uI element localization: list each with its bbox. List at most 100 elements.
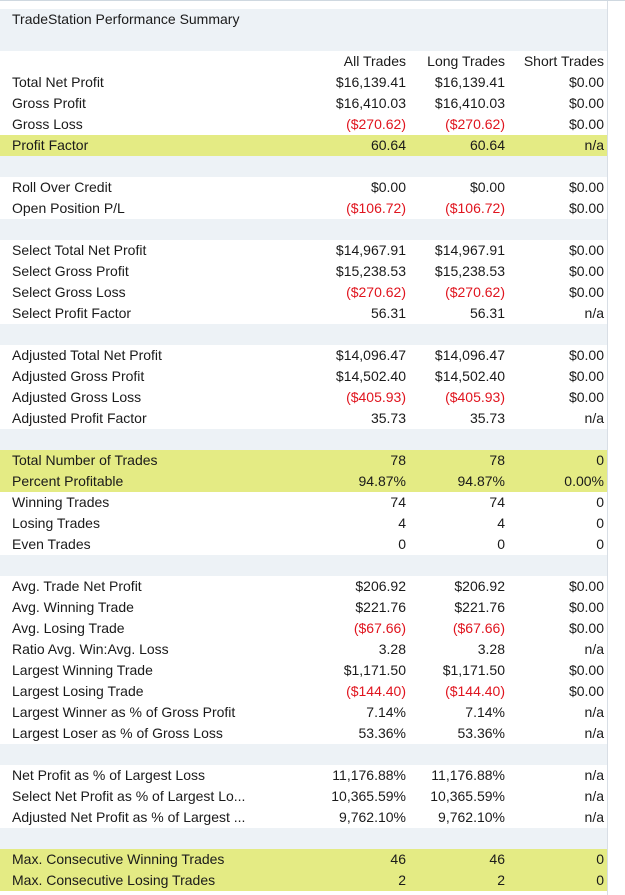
value-short-trades: $0.00: [568, 620, 604, 636]
metric-row-largest-loser-as-of-gross-loss[interactable]: Largest Loser as % of Gross Loss 53.36% 53…: [0, 723, 625, 744]
value-all-trades: $221.76: [355, 599, 406, 615]
metric-row-even-trades[interactable]: Even Trades 0 0 0: [0, 534, 625, 555]
metric-label: Largest Losing Trade: [12, 683, 144, 699]
metric-label: Adjusted Gross Loss: [12, 389, 142, 405]
column-header-all-trades[interactable]: All Trades: [343, 53, 406, 69]
metric-row-largest-winning-trade[interactable]: Largest Winning Trade $1,171.50 $1,171.50 $…: [0, 660, 625, 681]
value-long-trades: ($144.40): [445, 683, 505, 699]
value-short-trades: $0.00: [568, 683, 604, 699]
label-column-header: [0, 51, 310, 72]
section-spacer-row: [0, 555, 625, 576]
value-long-trades: $0.00: [469, 179, 505, 195]
value-long-trades: $14,502.40: [434, 368, 505, 384]
column-header-row: All Trades Long Trades Short Trades: [0, 51, 625, 72]
metric-row-max-consecutive-winning-trades[interactable]: Max. Consecutive Winning Trades 46 46 0: [0, 849, 625, 870]
report-title: TradeStation Performance Summary: [12, 11, 240, 27]
column-header-long-trades[interactable]: Long Trades: [427, 53, 505, 69]
metric-row-avg-winning-trade[interactable]: Avg. Winning Trade $221.76 $221.76 $0.00: [0, 597, 625, 618]
value-all-trades: 11,176.88%: [332, 767, 406, 783]
value-short-trades: $0.00: [568, 578, 604, 594]
value-all-trades: 53.36%: [358, 725, 406, 741]
value-all-trades: 94.87%: [358, 473, 406, 489]
value-all-trades: $16,139.41: [335, 74, 406, 90]
metric-label: Losing Trades: [12, 515, 100, 531]
metric-row-adjusted-profit-factor[interactable]: Adjusted Profit Factor 35.73 35.73 n/a: [0, 408, 625, 429]
metric-row-gross-profit[interactable]: Gross Profit $16,410.03 $16,410.03 $0.00: [0, 93, 625, 114]
value-long-trades: 53.36%: [457, 725, 505, 741]
value-short-trades: $0.00: [568, 116, 604, 132]
value-all-trades: $0.00: [370, 179, 406, 195]
metric-label: Select Net Profit as % of Largest Lo...: [12, 788, 246, 804]
section-spacer-row: [0, 744, 625, 765]
title-cell-long: [409, 9, 508, 30]
metric-row-open-position-p-l[interactable]: Open Position P/L ($106.72) ($106.72) $0.00: [0, 198, 625, 219]
value-long-trades: $16,139.41: [434, 74, 505, 90]
metric-row-select-net-profit-as-of-largest-lo[interactable]: Select Net Profit as % of Largest Lo... 1…: [0, 786, 625, 807]
metric-row-select-gross-profit[interactable]: Select Gross Profit $15,238.53 $15,238.53 $…: [0, 261, 625, 282]
metric-label: Profit Factor: [12, 137, 89, 153]
metric-label: Avg. Trade Net Profit: [12, 578, 142, 594]
metric-row-adjusted-gross-profit[interactable]: Adjusted Gross Profit $14,502.40 $14,502.4…: [0, 366, 625, 387]
metric-row-total-net-profit[interactable]: Total Net Profit $16,139.41 $16,139.41 $0.0…: [0, 72, 625, 93]
metric-row-select-gross-loss[interactable]: Select Gross Loss ($270.62) ($270.62) $0.00: [0, 282, 625, 303]
value-short-trades: n/a: [584, 725, 604, 741]
metric-row-select-total-net-profit[interactable]: Select Total Net Profit $14,967.91 $14,967…: [0, 240, 625, 261]
value-long-trades: 9,762.10%: [438, 809, 505, 825]
metric-label: Adjusted Profit Factor: [12, 410, 147, 426]
value-long-trades: 56.31: [469, 305, 505, 321]
metric-row-adjusted-net-profit-as-of-largest[interactable]: Adjusted Net Profit as % of Largest ... 9…: [0, 807, 625, 828]
metric-row-losing-trades[interactable]: Losing Trades 4 4 0: [0, 513, 625, 534]
value-long-trades: $206.92: [454, 578, 505, 594]
metric-row-percent-profitable[interactable]: Percent Profitable 94.87% 94.87% 0.00%: [0, 471, 625, 492]
metric-row-avg-trade-net-profit[interactable]: Avg. Trade Net Profit $206.92 $206.92 $0.00: [0, 576, 625, 597]
value-short-trades: n/a: [584, 305, 604, 321]
metric-row-profit-factor[interactable]: Profit Factor 60.64 60.64 n/a: [0, 135, 625, 156]
title-cell-all: [310, 9, 409, 30]
column-header-short-trades[interactable]: Short Trades: [523, 53, 604, 69]
value-long-trades: 78: [489, 452, 505, 468]
metric-row-select-profit-factor[interactable]: Select Profit Factor 56.31 56.31 n/a: [0, 303, 625, 324]
value-short-trades: 0: [596, 494, 604, 510]
metric-row-adjusted-total-net-profit[interactable]: Adjusted Total Net Profit $14,096.47 $14,0…: [0, 345, 625, 366]
value-short-trades: 0.00%: [564, 473, 604, 489]
value-long-trades: 2: [497, 872, 505, 888]
value-short-trades: $0.00: [568, 347, 604, 363]
value-all-trades: ($270.62): [346, 284, 406, 300]
value-long-trades: 4: [497, 515, 505, 531]
metric-row-largest-losing-trade[interactable]: Largest Losing Trade ($144.40) ($144.40) $0…: [0, 681, 625, 702]
metric-row-total-number-of-trades[interactable]: Total Number of Trades 78 78 0: [0, 450, 625, 471]
metric-label: Total Net Profit: [12, 74, 104, 90]
metric-label: Ratio Avg. Win:Avg. Loss: [12, 641, 169, 657]
metric-row-adjusted-gross-loss[interactable]: Adjusted Gross Loss ($405.93) ($405.93) $0.…: [0, 387, 625, 408]
metric-row-avg-losing-trade[interactable]: Avg. Losing Trade ($67.66) ($67.66) $0.00: [0, 618, 625, 639]
section-spacer-row: [0, 156, 625, 177]
metric-row-winning-trades[interactable]: Winning Trades 74 74 0: [0, 492, 625, 513]
metric-label: Even Trades: [12, 536, 91, 552]
value-all-trades: $1,171.50: [343, 662, 406, 678]
metric-row-largest-winner-as-of-gross-profit[interactable]: Largest Winner as % of Gross Profit 7.14%…: [0, 702, 625, 723]
metric-row-net-profit-as-of-largest-loss[interactable]: Net Profit as % of Largest Loss 11,176.88…: [0, 765, 625, 786]
metric-label: Open Position P/L: [12, 200, 125, 216]
value-long-trades: 94.87%: [457, 473, 505, 489]
value-long-trades: ($67.66): [452, 620, 505, 636]
metric-label: Select Gross Loss: [12, 284, 126, 300]
value-long-trades: 7.14%: [465, 704, 505, 720]
value-all-trades: 2: [398, 872, 406, 888]
value-long-trades: 11,176.88%: [431, 767, 505, 783]
value-all-trades: 0: [398, 536, 406, 552]
section-spacer-row: [0, 429, 625, 450]
metric-row-roll-over-credit[interactable]: Roll Over Credit $0.00 $0.00 $0.00: [0, 177, 625, 198]
value-short-trades: $0.00: [568, 284, 604, 300]
value-all-trades: 9,762.10%: [339, 809, 406, 825]
metric-label: Roll Over Credit: [12, 179, 112, 195]
metric-row-max-consecutive-losing-trades[interactable]: Max. Consecutive Losing Trades 2 2 0: [0, 870, 625, 891]
value-long-trades: 35.73: [469, 410, 505, 426]
value-long-trades: ($270.62): [445, 116, 505, 132]
metric-label: Adjusted Total Net Profit: [12, 347, 162, 363]
metric-row-ratio-avg-win-avg-loss[interactable]: Ratio Avg. Win:Avg. Loss 3.28 3.28 n/a: [0, 639, 625, 660]
value-all-trades: $206.92: [355, 578, 406, 594]
value-long-trades: 74: [489, 494, 505, 510]
value-long-trades: ($405.93): [445, 389, 505, 405]
value-short-trades: $0.00: [568, 200, 604, 216]
metric-row-gross-loss[interactable]: Gross Loss ($270.62) ($270.62) $0.00: [0, 114, 625, 135]
